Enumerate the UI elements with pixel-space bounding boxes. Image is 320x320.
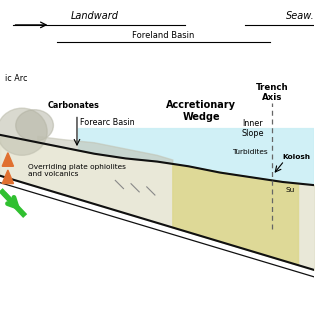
Text: Inner
Slope: Inner Slope [242, 119, 264, 138]
Text: Carbonates: Carbonates [48, 100, 100, 109]
Polygon shape [2, 153, 13, 166]
Polygon shape [2, 170, 13, 184]
Text: Trench
Axis: Trench Axis [255, 83, 288, 102]
Polygon shape [78, 129, 314, 185]
Ellipse shape [16, 110, 53, 141]
Text: Su: Su [286, 187, 295, 193]
Text: Overriding plate ophiolites
and volcanics: Overriding plate ophiolites and volcanic… [28, 164, 126, 177]
Text: Seaw.: Seaw. [286, 12, 315, 21]
Text: Forearc Basin: Forearc Basin [80, 118, 134, 127]
Ellipse shape [0, 108, 47, 155]
Polygon shape [173, 164, 299, 265]
Polygon shape [38, 136, 173, 164]
Text: ic Arc: ic Arc [5, 74, 27, 83]
Text: Kolosh: Kolosh [283, 154, 311, 160]
Text: Foreland Basin: Foreland Basin [132, 31, 195, 40]
Text: Accretionary
Wedge: Accretionary Wedge [166, 100, 236, 122]
Text: Landward: Landward [70, 12, 118, 21]
Text: Turbidites: Turbidites [232, 149, 268, 155]
